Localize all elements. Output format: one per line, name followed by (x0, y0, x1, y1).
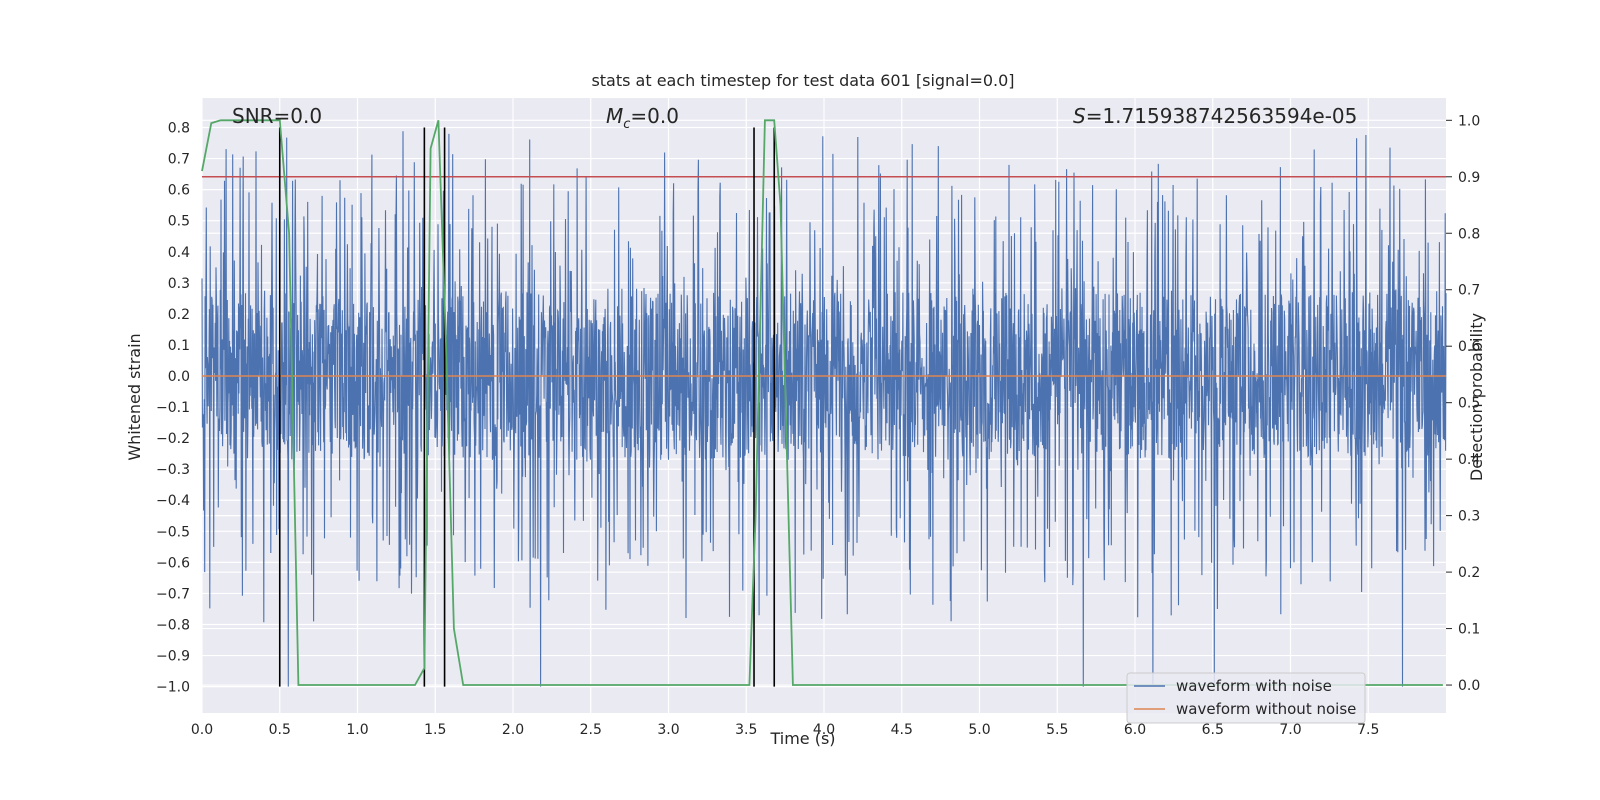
y2-tick-label: 0.4 (1458, 452, 1480, 468)
x-axis-ticks: 0.0 0.5 1.0 1.5 2.0 2.5 3.0 3.5 4.0 4.5 5.0 5.5 6.0 6… (191, 722, 1380, 738)
series-layer (201, 119, 1447, 687)
y-tick-label: 0.1 (168, 338, 190, 354)
chart-title: stats at each timestep for test data 601… (591, 71, 1014, 90)
y2-axis-label: Detection probability (1467, 313, 1486, 481)
x-tick-label: 7.0 (1279, 722, 1301, 738)
y2-tick-label: 0.6 (1458, 339, 1480, 355)
s-symbol: S (1073, 104, 1086, 128)
mc-value: =0.0 (630, 104, 679, 128)
x-tick-label: 1.5 (424, 722, 446, 738)
y-tick-label: 0.8 (168, 121, 190, 137)
y-tick-label: 0.2 (168, 307, 190, 323)
y-tick-label: −0.3 (156, 462, 190, 478)
y-tick-label: −0.9 (156, 649, 190, 665)
legend-box (1126, 672, 1366, 724)
y-tick-label: −0.2 (156, 431, 190, 447)
y2-tick-label: 0.0 (1458, 678, 1480, 694)
y-tick-label: −0.8 (156, 617, 190, 633)
x-tick-label: 2.5 (580, 722, 602, 738)
x-tick-label: 0.5 (269, 722, 291, 738)
x-tick-label: 7.5 (1357, 722, 1379, 738)
mc-annotation: Mc=0.0 (606, 104, 679, 132)
y2-tick-label: 1.0 (1458, 113, 1480, 129)
y-tick-label: −0.5 (156, 524, 190, 540)
x-tick-label: 3.5 (735, 722, 757, 738)
x-tick-label: 5.0 (968, 722, 990, 738)
x-tick-label: 4.5 (891, 722, 913, 738)
y-tick-label: 0.5 (168, 214, 190, 230)
y-tick-label: −0.7 (156, 586, 190, 602)
snr-annotation: SNR=0.0 (232, 104, 322, 128)
x-tick-label: 0.0 (191, 722, 213, 738)
y2-tick-label: 0.7 (1458, 283, 1480, 299)
y2-tick-label: 0.2 (1458, 565, 1480, 581)
y2-tick-label: 0.8 (1458, 226, 1480, 242)
y2-axis-ticks: 1.0 0.9 0.8 0.7 0.6 0.5 0.4 0.3 0.2 0.1 0.0 (1446, 113, 1480, 694)
y-tick-label: −0.1 (156, 400, 190, 416)
y-tick-label: −1.0 (156, 680, 190, 696)
y2-tick-label: 0.9 (1458, 170, 1480, 186)
y-tick-label: 0.3 (168, 276, 190, 292)
series-detection-probability (201, 119, 1443, 686)
x-axis-label: Time (s) (769, 729, 835, 748)
s-value: =1.715938742563594e-05 (1086, 104, 1358, 128)
x-tick-label: 1.0 (346, 722, 368, 738)
y2-tick-label: 0.3 (1458, 509, 1480, 525)
x-tick-label: 4.0 (813, 722, 835, 738)
y2-tick-label: 0.5 (1458, 396, 1480, 412)
x-tick-label: 2.0 (502, 722, 524, 738)
legend: waveform with noise waveform without noi… (1126, 672, 1366, 724)
legend-label-noise: waveform with noise (1176, 677, 1332, 695)
y-tick-label: −0.6 (156, 555, 190, 571)
legend-label-clean: waveform without noise (1176, 700, 1356, 718)
x-tick-label: 5.5 (1046, 722, 1068, 738)
y-tick-label: 0.0 (168, 369, 190, 385)
y2-tick-label: 0.1 (1458, 622, 1480, 638)
series-waveform-with-noise (201, 131, 1447, 687)
y-tick-label: 0.4 (168, 245, 190, 261)
x-tick-label: 3.0 (657, 722, 679, 738)
mc-subscript: c (623, 117, 630, 132)
y-axis-label: Whitened strain (125, 333, 144, 460)
x-tick-label: 6.0 (1124, 722, 1146, 738)
mc-symbol: M (606, 104, 623, 128)
s-annotation: S=1.715938742563594e-05 (1073, 104, 1357, 128)
y-tick-label: 0.7 (168, 152, 190, 168)
x-tick-label: 6.5 (1202, 722, 1224, 738)
y-axis-ticks: 0.8 0.7 0.6 0.5 0.4 0.3 0.2 0.1 0.0 −0.1 −0.2 −0.3 −… (156, 121, 190, 696)
y-tick-label: −0.4 (156, 493, 190, 509)
y-tick-label: 0.6 (168, 183, 190, 199)
